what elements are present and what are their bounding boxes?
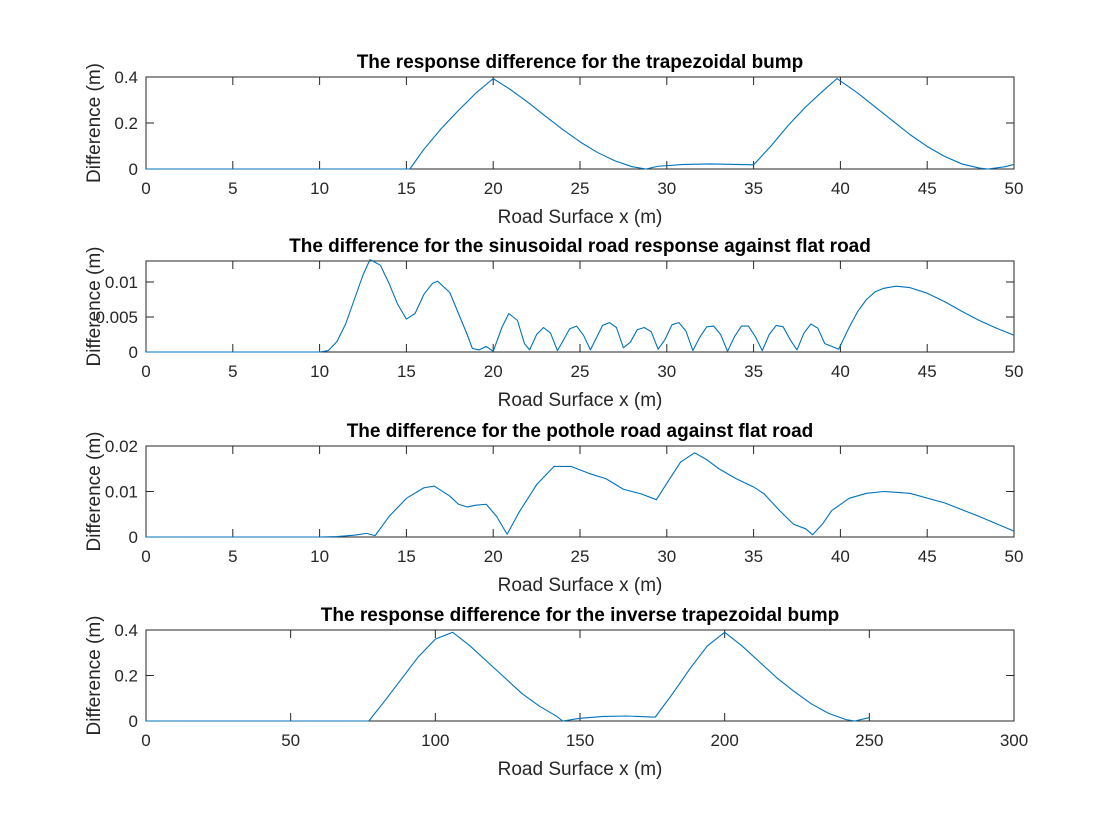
x-tick-label: 0	[141, 362, 150, 381]
x-tick-label: 10	[310, 179, 329, 198]
x-tick-label: 30	[657, 179, 676, 198]
x-tick-label: 30	[657, 362, 676, 381]
x-tick-label: 30	[657, 547, 676, 566]
chart-title: The response difference for the inverse …	[321, 605, 839, 626]
y-tick-label: 0.01	[105, 483, 138, 502]
x-tick-label: 15	[397, 547, 416, 566]
x-tick-label: 50	[1005, 547, 1024, 566]
subplot-2: The difference for the sinusoidal road r…	[84, 236, 1023, 411]
y-axis-label: Difference (m)	[84, 246, 105, 366]
series-line	[146, 452, 1015, 538]
subplot-3: The difference for the pothole road agai…	[84, 421, 1023, 596]
x-tick-label: 100	[421, 731, 449, 750]
y-tick-label: 0.02	[105, 437, 138, 456]
x-tick-label: 15	[397, 362, 416, 381]
plot-area-frame	[145, 260, 1015, 353]
y-tick-label: 0	[129, 343, 138, 362]
x-tick-label: 5	[228, 362, 237, 381]
chart-title: The difference for the pothole road agai…	[347, 421, 814, 442]
x-tick-label: 300	[1000, 731, 1028, 750]
x-tick-label: 50	[1005, 362, 1024, 381]
x-tick-label: 25	[571, 179, 590, 198]
x-tick-label: 200	[710, 731, 738, 750]
chart-title: The response difference for the trapezoi…	[357, 52, 804, 73]
x-tick-label: 40	[831, 362, 850, 381]
series-line	[146, 259, 1015, 353]
y-axis-label: Difference (m)	[84, 431, 105, 551]
x-tick-label: 35	[744, 362, 763, 381]
x-tick-label: 10	[310, 547, 329, 566]
y-tick-label: 0.005	[95, 308, 138, 327]
x-tick-label: 50	[281, 731, 300, 750]
x-tick-label: 45	[918, 547, 937, 566]
y-tick-label: 0.2	[114, 667, 138, 686]
y-tick-label: 0.4	[114, 621, 138, 640]
x-tick-label: 25	[571, 362, 590, 381]
x-tick-label: 45	[918, 362, 937, 381]
x-tick-label: 15	[397, 179, 416, 198]
y-tick-label: 0.4	[114, 68, 138, 87]
plot-area-frame	[145, 629, 1015, 722]
subplot-4: The response difference for the inverse …	[84, 605, 1028, 780]
x-tick-label: 40	[831, 179, 850, 198]
x-tick-label: 45	[918, 179, 937, 198]
subplot-1: The response difference for the trapezoi…	[84, 52, 1023, 228]
x-tick-label: 5	[228, 547, 237, 566]
x-tick-label: 5	[228, 179, 237, 198]
x-tick-label: 150	[566, 731, 594, 750]
series-line	[146, 631, 870, 722]
x-tick-label: 0	[141, 547, 150, 566]
x-tick-label: 250	[855, 731, 883, 750]
y-tick-label: 0	[129, 160, 138, 179]
y-tick-label: 0.01	[105, 273, 138, 292]
x-tick-label: 50	[1005, 179, 1024, 198]
plot-area-frame	[145, 76, 1015, 170]
x-tick-label: 40	[831, 547, 850, 566]
x-tick-label: 20	[484, 362, 503, 381]
x-tick-label: 25	[571, 547, 590, 566]
x-tick-label: 20	[484, 547, 503, 566]
plot-area-frame	[145, 445, 1015, 538]
x-axis-label: Road Surface x (m)	[498, 575, 663, 596]
x-tick-label: 10	[310, 362, 329, 381]
x-tick-label: 35	[744, 547, 763, 566]
y-tick-label: 0	[129, 712, 138, 731]
x-tick-label: 20	[484, 179, 503, 198]
x-axis-label: Road Surface x (m)	[498, 759, 663, 780]
y-axis-label: Difference (m)	[84, 615, 105, 735]
x-axis-label: Road Surface x (m)	[498, 207, 663, 228]
y-tick-label: 0	[129, 528, 138, 547]
x-tick-label: 0	[141, 731, 150, 750]
chart-title: The difference for the sinusoidal road r…	[289, 236, 871, 257]
x-axis-label: Road Surface x (m)	[498, 390, 663, 411]
y-tick-label: 0.2	[114, 114, 138, 133]
series-line	[146, 78, 1015, 170]
x-tick-label: 35	[744, 179, 763, 198]
x-tick-label: 0	[141, 179, 150, 198]
y-axis-label: Difference (m)	[84, 63, 105, 183]
